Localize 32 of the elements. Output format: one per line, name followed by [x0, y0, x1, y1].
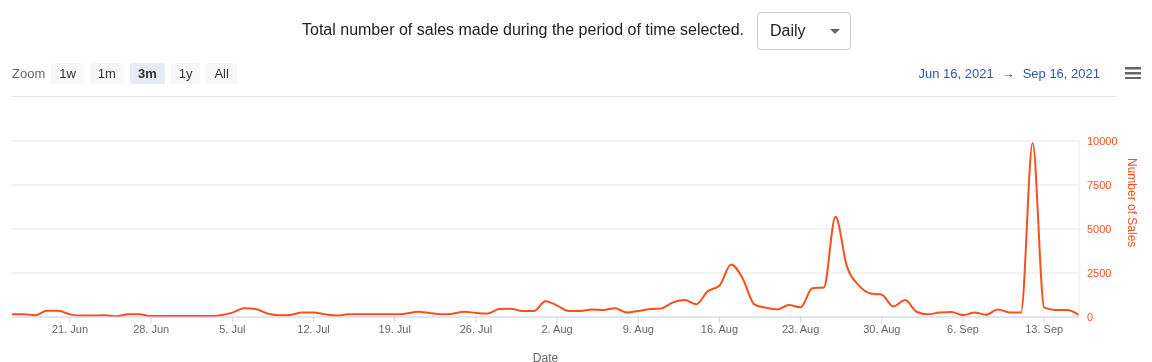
x-tick-label: 5. Jul: [219, 322, 246, 335]
x-tick-label: 2. Aug: [541, 322, 573, 335]
x-tick-label: 26. Jul: [459, 322, 493, 335]
text: Zoom: [12, 66, 46, 81]
y-tick-label: 5000: [1087, 222, 1112, 235]
x-tick-label: 16. Aug: [700, 322, 739, 335]
text: Jun 16, 2021: [918, 66, 994, 81]
text: →: [1001, 66, 1015, 81]
x-tick-label: 19. Jul: [378, 322, 411, 335]
y-tick-label: 0: [1087, 310, 1094, 323]
x-axis-title: Date: [532, 351, 559, 362]
y-axis-title: Number of Sales: [1125, 158, 1139, 248]
text: 3m: [129, 63, 165, 84]
text: 1w: [51, 63, 84, 84]
x-tick-label: 12. Jul: [297, 322, 330, 335]
x-tick-label: 30. Aug: [863, 322, 901, 335]
text: Daily: [757, 12, 851, 50]
x-tick-label: 13. Sep: [1025, 322, 1064, 335]
y-tick-label: 10000: [1087, 134, 1118, 147]
x-tick-label: 21. Jun: [51, 322, 89, 335]
chart-title: Total number of sales made during the period of time selected.: [302, 21, 745, 39]
x-tick-label: 6. Sep: [947, 322, 979, 335]
text: 1m: [89, 63, 124, 84]
y-tick-label: 2500: [1087, 266, 1112, 279]
text: Sep 16, 2021: [1022, 66, 1100, 81]
line-series: [12, 142, 1079, 317]
x-tick-label: 28. Jun: [133, 322, 170, 335]
text: All: [206, 63, 237, 84]
x-tick-label: 9. Aug: [622, 322, 654, 335]
x-tick-label: 23. Aug: [781, 322, 820, 335]
text: 1y: [170, 63, 201, 84]
y-tick-label: 7500: [1087, 178, 1112, 191]
